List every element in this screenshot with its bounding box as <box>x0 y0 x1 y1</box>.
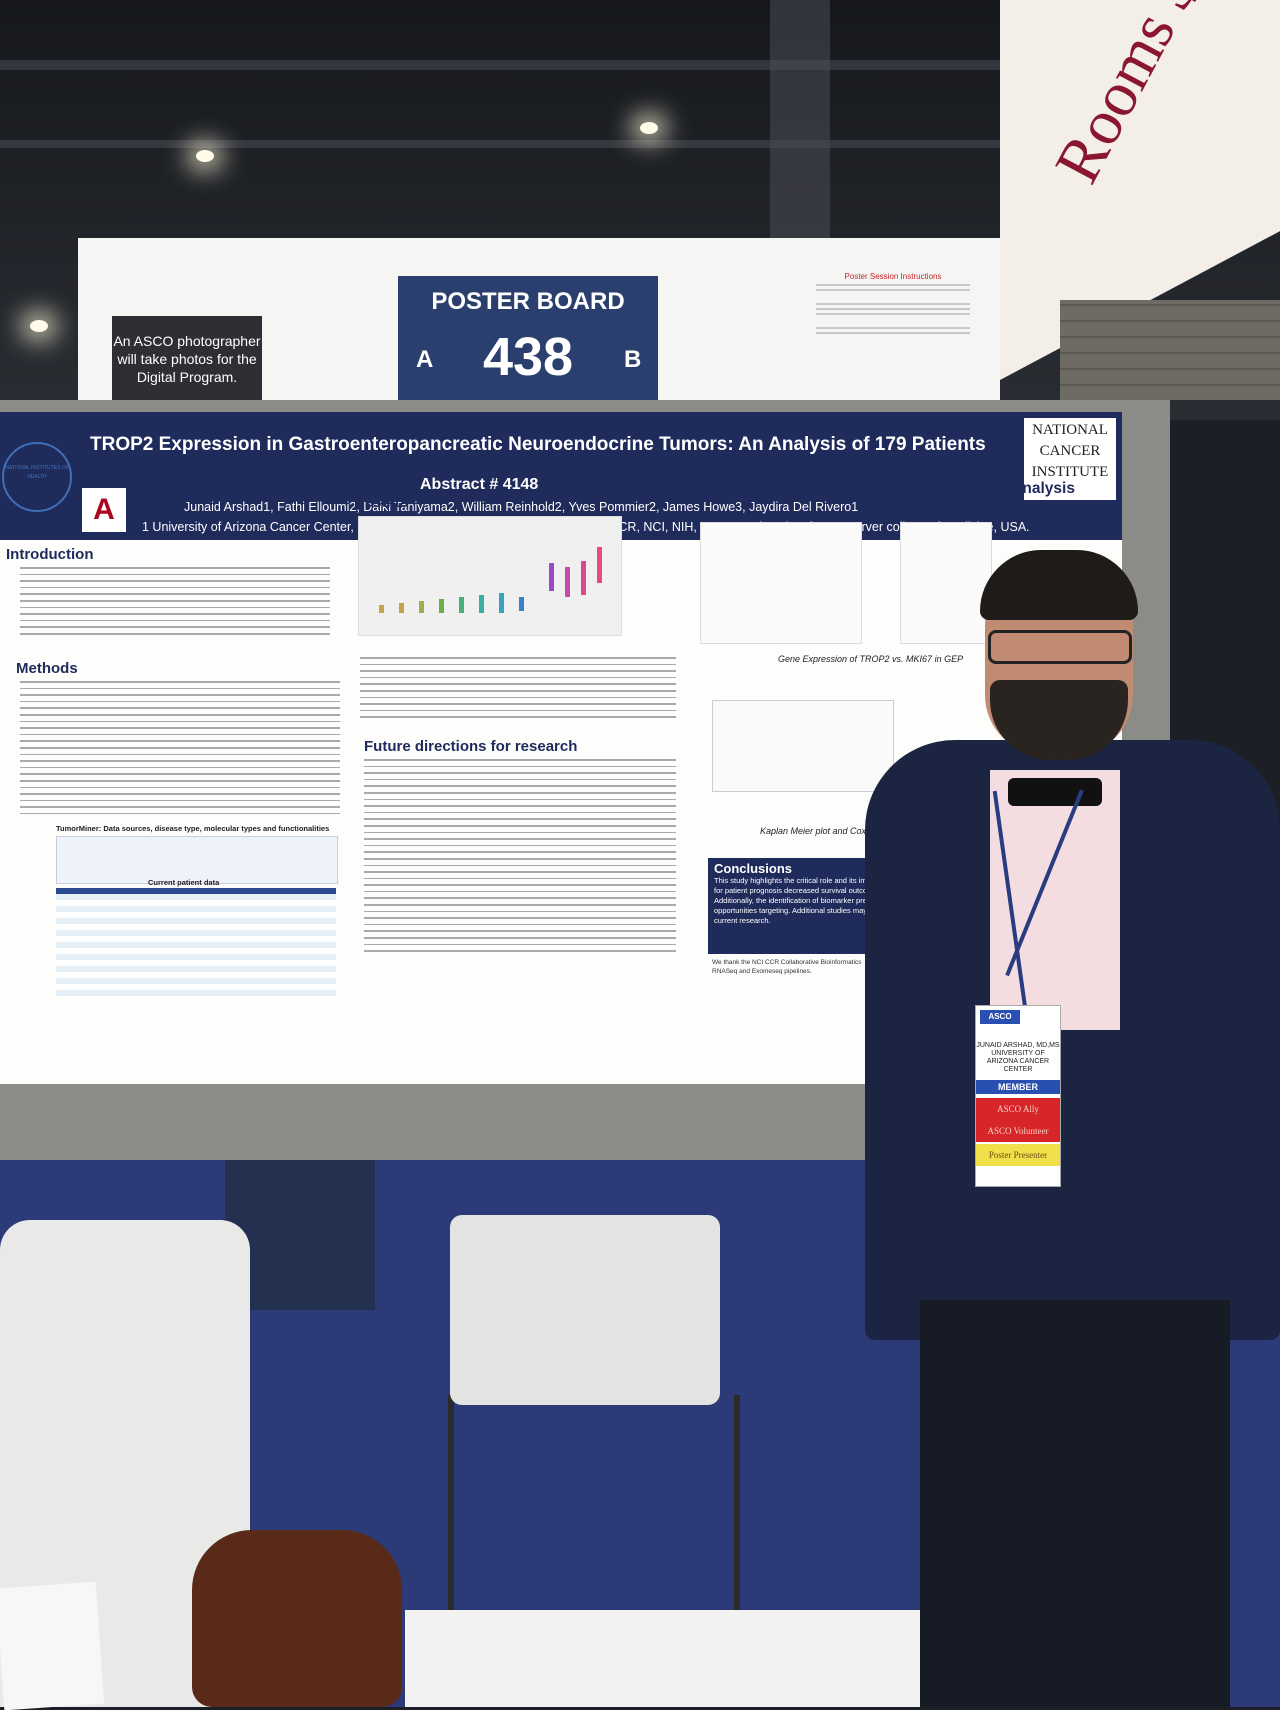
boxplot-box <box>479 595 484 613</box>
conclusions-heading: Conclusions <box>714 861 793 876</box>
ribbon-asco-volunteer: ASCO Volunteer <box>976 1120 1060 1142</box>
ceiling-truss <box>770 0 830 240</box>
university-of-arizona-logo: A <box>82 488 126 532</box>
boxplot-box <box>399 603 404 613</box>
bowtie <box>1008 778 1102 806</box>
patient-data-table <box>56 888 336 998</box>
future-directions-text <box>364 754 676 957</box>
poster-session-instructions: Poster Session Instructions <box>808 272 978 382</box>
boxplot-box <box>581 561 586 595</box>
badge-name: JUNAID ARSHAD, MD,MS UNIVERSITY OF ARIZO… <box>976 1042 1060 1073</box>
instructions-line <box>816 289 970 291</box>
instructions-line <box>816 313 970 315</box>
methods-text <box>20 676 340 819</box>
nci-logo: NATIONAL CANCER INSTITUTE <box>1024 418 1116 500</box>
conference-badge: ASCO JUNAID ARSHAD, MD,MS UNIVERSITY OF … <box>975 1005 1061 1187</box>
instructions-line <box>816 284 970 286</box>
section-univariate-analysis: Univariate analysis and overall survival… <box>720 480 1075 497</box>
boxplot-box <box>419 601 424 613</box>
conclusions-text: This study highlights the critical role … <box>714 876 896 925</box>
section-methods: Methods <box>16 660 78 677</box>
introduction-text <box>20 562 330 640</box>
boxplot-box <box>439 599 444 613</box>
poster-board-number: 438 <box>482 327 574 387</box>
poster-board-number-box: POSTER BOARD 438 A B <box>398 276 658 412</box>
ceiling-truss <box>0 140 1000 148</box>
presenter-beard <box>990 680 1128 760</box>
nih-logo: NATIONAL INSTITUTES OF HEALTH <box>2 442 72 512</box>
acknowledgement-text: We thank the NCI CCR Collaborative Bioin… <box>712 959 862 975</box>
leather-bag <box>192 1530 402 1707</box>
boxplot-box <box>597 547 602 583</box>
ribbon-poster-presenter: Poster Presenter <box>976 1144 1060 1166</box>
side-a-label: A <box>416 346 434 373</box>
abstract-number: Abstract # 4148 <box>420 476 539 493</box>
side-b-label: B <box>624 346 642 373</box>
boxplot-box <box>519 597 524 611</box>
ribbon-asco-ally: ASCO Ally <box>976 1098 1060 1120</box>
presenter-hair <box>980 550 1138 620</box>
current-data-heading: Current patient data <box>148 878 220 887</box>
poster-board-label: POSTER BOARD <box>431 288 625 315</box>
section-future-directions: Future directions for research <box>364 738 578 755</box>
scatter-plot-right <box>900 522 992 644</box>
scatter-plot-left <box>700 522 862 644</box>
results-boxplot <box>358 516 622 636</box>
boxplot-box <box>379 605 384 613</box>
person-legs-background <box>225 1160 375 1310</box>
instructions-line <box>816 308 970 310</box>
tumorminer-diagram <box>56 836 338 884</box>
poster-authors: Junaid Arshad1, Fathi Elloumi2, Daiki Ta… <box>184 500 859 514</box>
chair-legs <box>448 1395 740 1635</box>
instructions-line <box>816 327 970 329</box>
boxplot-box <box>499 593 504 613</box>
ceiling-light <box>196 150 214 162</box>
glasses-icon <box>988 630 1132 664</box>
poster-title: TROP2 Expression in Gastroenteropancreat… <box>90 434 986 455</box>
instructions-line <box>816 303 970 305</box>
kaplan-meier-caption: Kaplan Meier plot and Cox <box>760 826 867 836</box>
instructions-line <box>816 332 970 334</box>
results-text <box>360 652 676 723</box>
instructions-title: Poster Session Instructions <box>844 272 942 281</box>
folding-chair <box>450 1215 720 1405</box>
photographer-notice: An ASCO photographer will take photos fo… <box>112 316 262 402</box>
section-results: Results <box>354 494 409 511</box>
ceiling-truss <box>0 60 1280 70</box>
gene-expression-caption: Gene Expression of TROP2 vs. MKI67 in GE… <box>778 654 964 664</box>
ceiling-light <box>30 320 48 332</box>
badge-org: ASCO <box>980 1010 1020 1024</box>
boxplot-box <box>459 597 464 613</box>
ceiling-light <box>640 122 658 134</box>
section-introduction: Introduction <box>6 546 94 563</box>
tumorminer-heading: TumorMiner: Data sources, disease type, … <box>56 824 330 833</box>
badge-member: MEMBER <box>976 1080 1060 1094</box>
brick-wall <box>1060 300 1280 400</box>
boxplot-box <box>549 563 554 591</box>
paper-sheet <box>0 1581 105 1710</box>
presenter-pants <box>920 1300 1230 1707</box>
boxplot-box <box>565 567 570 597</box>
kaplan-meier-plot <box>712 700 894 792</box>
